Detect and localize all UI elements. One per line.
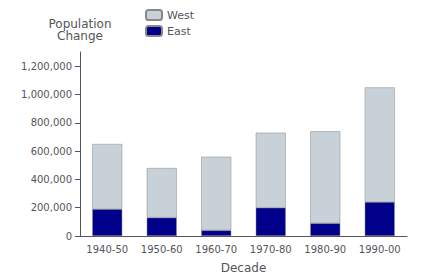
svg-text:Change: Change bbox=[57, 29, 103, 43]
svg-text:Population: Population bbox=[48, 17, 112, 31]
svg-text:1940-50: 1940-50 bbox=[86, 244, 128, 255]
svg-text:1980-90: 1980-90 bbox=[304, 244, 346, 255]
svg-text:Decade: Decade bbox=[221, 261, 267, 275]
svg-text:1970-80: 1970-80 bbox=[250, 244, 292, 255]
svg-text:1950-60: 1950-60 bbox=[141, 244, 183, 255]
svg-text:800,000: 800,000 bbox=[31, 117, 72, 128]
svg-text:0: 0 bbox=[66, 231, 72, 242]
svg-text:1990-00: 1990-00 bbox=[359, 244, 401, 255]
svg-text:600,000: 600,000 bbox=[31, 146, 72, 157]
svg-text:1,000,000: 1,000,000 bbox=[21, 89, 72, 100]
svg-text:1960-70: 1960-70 bbox=[195, 244, 237, 255]
svg-text:200,000: 200,000 bbox=[31, 202, 72, 213]
svg-text:East: East bbox=[167, 25, 191, 38]
svg-text:West: West bbox=[167, 9, 195, 22]
svg-text:1,200,000: 1,200,000 bbox=[21, 61, 72, 72]
svg-text:400,000: 400,000 bbox=[31, 174, 72, 185]
